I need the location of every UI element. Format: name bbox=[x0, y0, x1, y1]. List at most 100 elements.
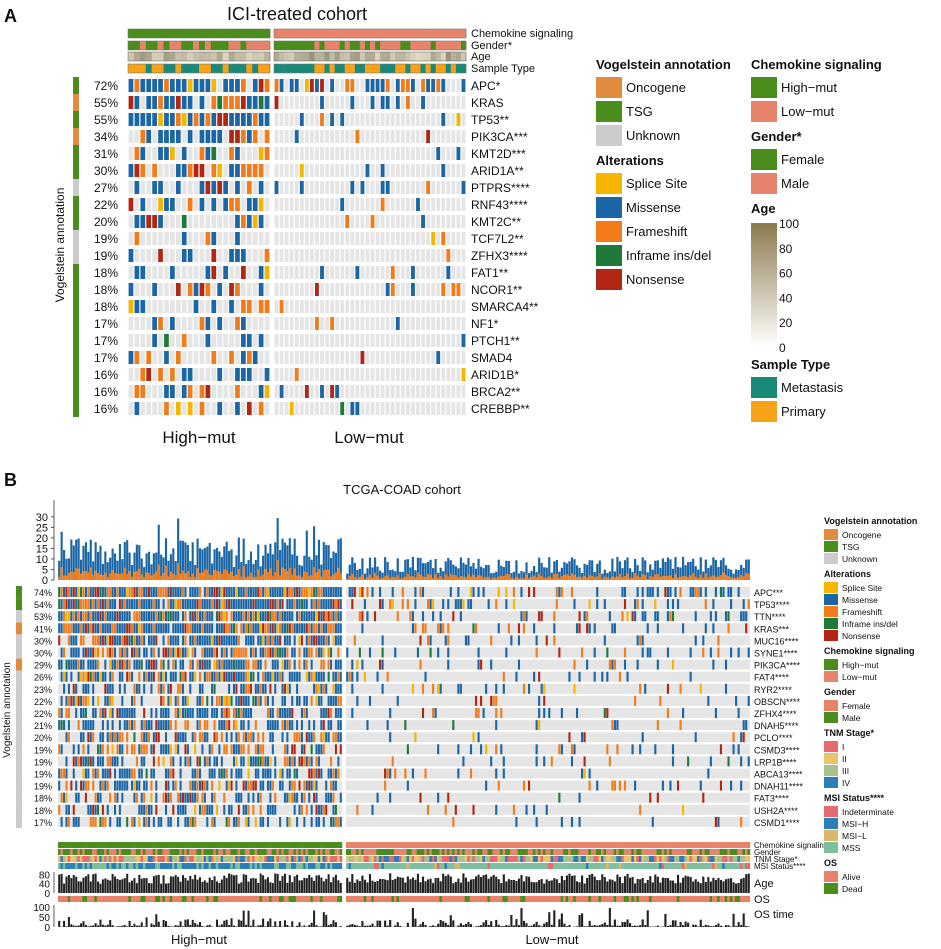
mutation-cell bbox=[322, 587, 325, 597]
tmb-bar-frameshift bbox=[674, 574, 677, 580]
tmb-bar-frameshift bbox=[462, 576, 465, 580]
chemokine-cell bbox=[455, 29, 462, 38]
mutation-cell bbox=[208, 635, 211, 646]
legend-a-swatch bbox=[751, 401, 777, 422]
empty-cell bbox=[304, 215, 309, 228]
empty-cell bbox=[146, 164, 152, 177]
empty-cell bbox=[360, 368, 365, 381]
empty-cell bbox=[315, 181, 319, 194]
empty-cell bbox=[436, 198, 441, 211]
mutation-cell bbox=[452, 720, 455, 731]
mutation-cell bbox=[194, 599, 197, 610]
mutation-cell bbox=[199, 283, 205, 296]
mutation-cell bbox=[264, 79, 270, 92]
empty-cell bbox=[395, 300, 400, 313]
mutation-cell bbox=[320, 599, 323, 610]
age-cell bbox=[139, 52, 147, 61]
empty-cell bbox=[284, 147, 289, 160]
mutation-cell bbox=[259, 659, 262, 670]
mutation-cell bbox=[174, 599, 177, 610]
tmb-bar-frameshift bbox=[242, 566, 245, 580]
mutation-cell bbox=[89, 587, 92, 597]
empty-cell bbox=[451, 198, 456, 211]
age-cell bbox=[228, 52, 235, 61]
tnm-cell bbox=[213, 856, 216, 862]
mutation-cell bbox=[189, 611, 192, 622]
tmb-bar bbox=[150, 564, 153, 580]
tmb-bar-frameshift bbox=[89, 567, 92, 580]
mutation-cell bbox=[75, 708, 78, 718]
panel-b-gene-label: APC*** bbox=[754, 588, 784, 598]
empty-cell bbox=[360, 232, 365, 245]
mutation-cell bbox=[254, 659, 257, 670]
empty-cell bbox=[335, 317, 340, 330]
mutation-cell bbox=[242, 744, 245, 755]
mutation-cell bbox=[339, 683, 342, 694]
mutation-cell bbox=[386, 768, 389, 779]
tnm-cell bbox=[193, 856, 197, 862]
mutation-cell bbox=[131, 744, 134, 755]
gender-cell bbox=[181, 849, 185, 855]
msi-cell bbox=[138, 863, 141, 869]
empty-cell bbox=[411, 181, 415, 194]
empty-cell bbox=[400, 232, 405, 245]
tmb-bar-frameshift bbox=[79, 573, 83, 580]
mutation-cell bbox=[220, 623, 223, 634]
mutation-cell bbox=[502, 671, 505, 682]
mutation-cell bbox=[355, 266, 360, 279]
mutation-cell bbox=[505, 599, 508, 610]
mutation-cell bbox=[199, 164, 205, 177]
mutation-cell bbox=[264, 768, 267, 779]
gender-cell bbox=[246, 41, 253, 50]
mutation-cell bbox=[303, 780, 306, 791]
empty-cell bbox=[284, 385, 289, 398]
tmb-bar bbox=[654, 560, 657, 580]
mutation-cell bbox=[242, 756, 245, 767]
tmb-bar bbox=[203, 548, 206, 580]
empty-cell bbox=[421, 249, 425, 262]
tmb-bar-frameshift bbox=[634, 572, 637, 580]
empty-cell bbox=[375, 181, 380, 194]
empty-cell bbox=[223, 232, 228, 245]
mutation-cell bbox=[242, 611, 245, 622]
tnm-cell bbox=[104, 856, 107, 862]
mutation-cell bbox=[330, 756, 333, 767]
mutation-cell bbox=[65, 780, 68, 791]
mutation-cell bbox=[65, 768, 68, 779]
mutation-cell bbox=[235, 671, 238, 682]
chemokine-cell bbox=[79, 842, 83, 848]
msi-cell bbox=[179, 863, 182, 869]
tmb-bar-frameshift bbox=[586, 577, 589, 580]
mutation-cell bbox=[396, 611, 399, 622]
mutation-cell bbox=[452, 611, 455, 622]
mutation-cell bbox=[298, 780, 301, 791]
mutation-cell bbox=[229, 283, 234, 296]
empty-cell bbox=[134, 368, 140, 381]
mutation-cell bbox=[252, 611, 255, 622]
tmb-bar bbox=[641, 557, 644, 580]
mutation-cell bbox=[381, 683, 384, 694]
empty-cell bbox=[146, 283, 152, 296]
empty-cell bbox=[385, 402, 390, 415]
tmb-bar bbox=[249, 551, 253, 580]
msi-cell bbox=[140, 863, 144, 869]
mutation-cell bbox=[140, 215, 146, 228]
mutation-cell bbox=[58, 708, 61, 718]
empty-cell bbox=[436, 317, 441, 330]
mutation-cell bbox=[249, 611, 252, 622]
mutation-cell bbox=[330, 768, 333, 779]
mutation-cell bbox=[327, 587, 330, 597]
mutation-cell bbox=[424, 671, 427, 682]
empty-cell bbox=[284, 232, 289, 245]
mutation-cell bbox=[198, 635, 202, 646]
mutation-cell bbox=[274, 720, 277, 731]
tmb-bar-frameshift bbox=[169, 571, 172, 580]
panel-b-percent-label: 19% bbox=[34, 770, 52, 780]
mutation-cell bbox=[232, 659, 235, 670]
empty-cell bbox=[370, 368, 375, 381]
chemokine-cell bbox=[174, 842, 178, 848]
mutation-cell bbox=[707, 695, 710, 706]
empty-cell bbox=[340, 164, 345, 177]
mutation-cell bbox=[205, 232, 211, 245]
msi-cell bbox=[101, 863, 105, 869]
